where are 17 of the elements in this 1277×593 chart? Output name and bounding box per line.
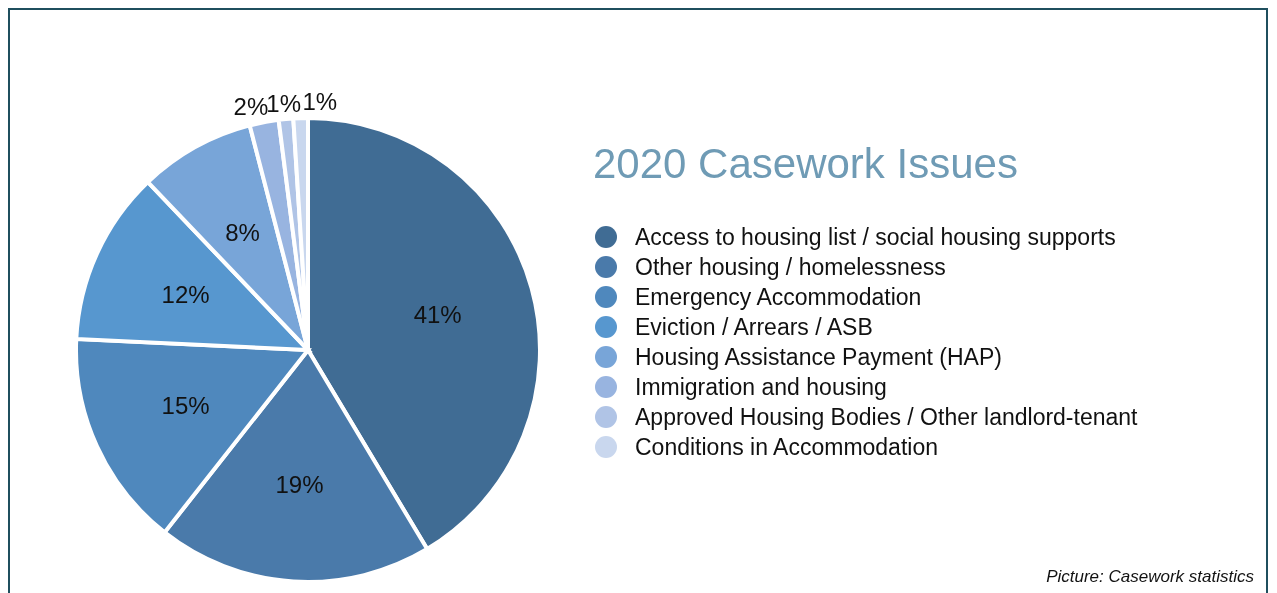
legend-label: Eviction / Arrears / ASB: [635, 313, 873, 341]
legend-label: Conditions in Accommodation: [635, 433, 938, 461]
data-label: 2%: [233, 93, 269, 121]
data-label: 8%: [225, 218, 260, 246]
data-label: 12%: [161, 280, 210, 308]
legend-label: Approved Housing Bodies / Other landlord-tenant: [635, 403, 1138, 431]
legend-label: Access to housing list / social housing supports: [635, 223, 1116, 251]
legend-label: Housing Assistance Payment (HAP): [635, 343, 1002, 371]
legend-label: Immigration and housing: [635, 373, 887, 401]
legend-label: Emergency Accommodation: [635, 283, 922, 311]
data-label: 41%: [413, 300, 462, 328]
text: 2020 Casework Issues: [593, 140, 1018, 188]
data-label: 15%: [161, 392, 210, 420]
legend-label: Other housing / homelessness: [635, 253, 946, 281]
data-label: 19%: [275, 470, 324, 498]
data-label: 1%: [302, 87, 338, 115]
text: Picture: Casework statistics: [1046, 567, 1254, 587]
